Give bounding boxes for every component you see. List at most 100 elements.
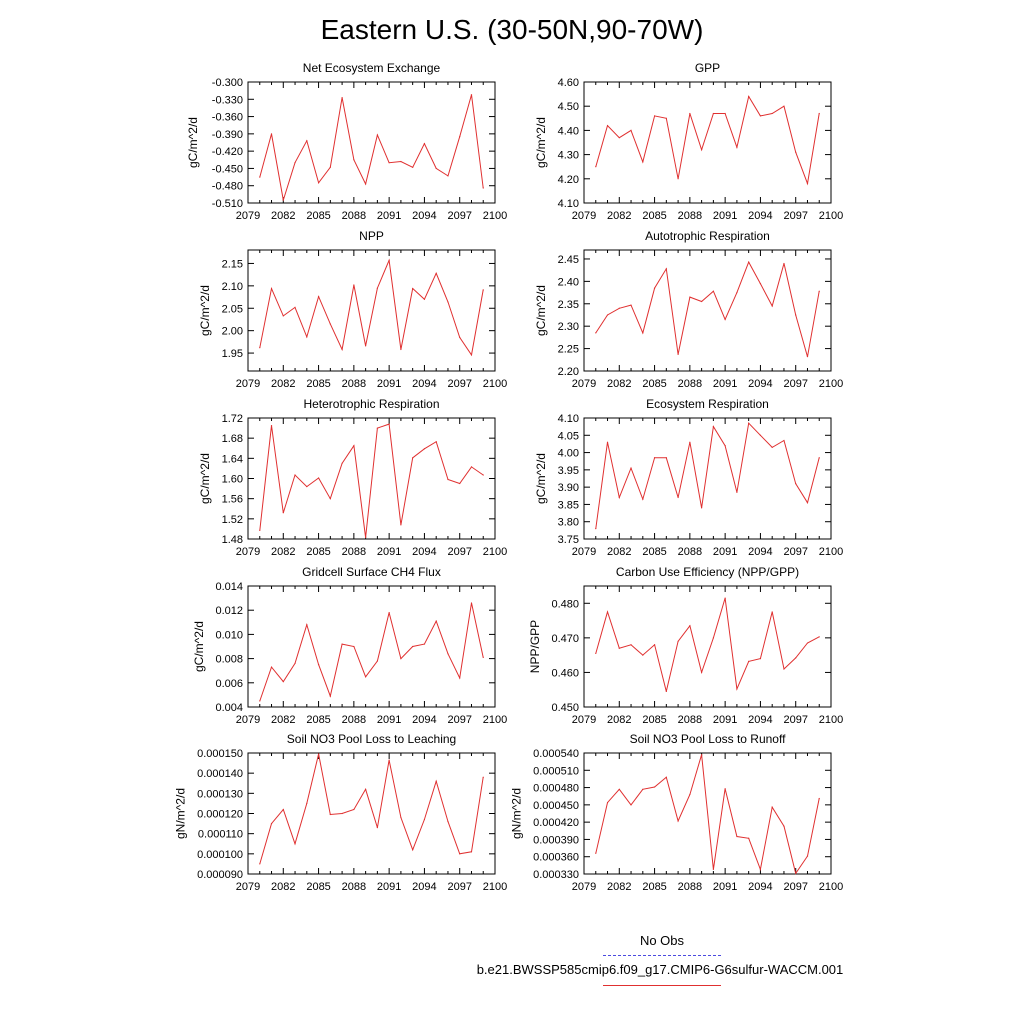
data-point [270, 822, 273, 825]
panel-title: Ecosystem Respiration [646, 397, 769, 411]
data-point [259, 863, 261, 865]
data-point [618, 137, 620, 139]
x-tick-label: 2085 [642, 546, 666, 558]
chart-panel: Autotrophic Respiration 2079 2082 2085 2088 2… [534, 229, 843, 390]
x-tick-label: 2085 [642, 210, 666, 222]
x-tick-label: 2082 [271, 210, 295, 222]
x-tick-label: 2094 [412, 378, 436, 390]
x-tick-label: 2082 [607, 714, 631, 726]
series-line [595, 260, 820, 357]
data-point [412, 457, 414, 459]
y-tick-label: 0.450 [551, 702, 579, 714]
y-tick-label: -0.510 [212, 198, 243, 210]
y-tick-label: 4.10 [558, 198, 579, 210]
data-point [259, 176, 261, 178]
x-tick-label: 2100 [483, 714, 507, 726]
y-tick-label: 2.40 [558, 276, 579, 288]
y-axis-label: gC/m^2/d [534, 285, 548, 336]
y-tick-label: 4.40 [558, 125, 579, 137]
series-line [259, 753, 484, 865]
x-tick-label: 2094 [412, 714, 436, 726]
y-tick-label: 2.25 [558, 344, 579, 356]
x-tick-label: 2100 [819, 881, 843, 893]
data-point [447, 301, 449, 303]
data-point [689, 441, 691, 443]
data-point [806, 356, 809, 358]
data-point [353, 645, 355, 648]
series-line [595, 597, 820, 692]
x-tick-label: 2079 [572, 546, 596, 558]
data-point [618, 647, 620, 649]
y-tick-label: 0.006 [215, 678, 243, 690]
data-point [412, 287, 414, 290]
data-point [606, 124, 609, 127]
chart-panel: Heterotrophic Respiration 2079 2082 2085 208… [198, 397, 507, 558]
x-tick-label: 2097 [447, 378, 471, 390]
data-point [400, 524, 402, 526]
x-tick-label: 2091 [713, 210, 737, 222]
chart-panel: Carbon Use Efficiency (NPP/GPP) 2079 2082 2… [528, 565, 843, 726]
y-tick-label: 2.00 [222, 326, 243, 338]
panel-title: Gridcell Surface CH4 Flux [302, 565, 441, 579]
y-tick-label: 4.50 [558, 101, 579, 113]
x-tick-label: 2088 [342, 881, 366, 893]
data-point [736, 291, 738, 294]
data-point [447, 653, 449, 655]
x-tick-label: 2079 [572, 714, 596, 726]
data-point [595, 652, 597, 655]
data-point [630, 304, 632, 306]
x-tick-label: 2097 [447, 546, 471, 558]
y-tick-label: 4.30 [558, 150, 579, 162]
panel-title: Carbon Use Efficiency (NPP/GPP) [616, 565, 799, 579]
x-tick-label: 2091 [377, 378, 401, 390]
data-point [317, 664, 320, 666]
y-tick-label: 4.60 [558, 77, 579, 89]
x-tick-label: 2082 [607, 210, 631, 222]
x-tick-label: 2079 [572, 378, 596, 390]
data-point [818, 636, 820, 638]
data-point [642, 498, 644, 500]
x-tick-label: 2100 [483, 378, 507, 390]
data-point [423, 818, 426, 821]
data-point [470, 466, 473, 468]
chart-panel: Soil NO3 Pool Loss to Runoff 2079 2082 2085… [509, 732, 843, 893]
panel-title: Heterotrophic Respiration [303, 397, 439, 411]
y-tick-label: 4.20 [558, 174, 579, 186]
data-point [818, 112, 820, 115]
series-line [595, 95, 820, 186]
data-point [365, 536, 367, 539]
data-point [712, 290, 714, 292]
y-axis-label: NPP/GPP [528, 620, 542, 673]
x-tick-label: 2100 [819, 210, 843, 222]
y-tick-label: 2.20 [558, 366, 579, 378]
data-point [748, 261, 750, 263]
x-tick-label: 2082 [607, 546, 631, 558]
x-tick-label: 2085 [642, 881, 666, 893]
data-point [724, 788, 726, 790]
y-tick-label: 0.000480 [533, 783, 579, 795]
x-tick-label: 2088 [342, 546, 366, 558]
x-tick-label: 2088 [678, 378, 702, 390]
data-point [306, 140, 308, 142]
data-point [435, 167, 437, 170]
x-tick-label: 2091 [377, 210, 401, 222]
data-point [595, 852, 597, 854]
y-tick-label: -0.480 [212, 181, 243, 193]
y-tick-label: 3.95 [558, 465, 579, 477]
data-point [665, 457, 667, 459]
y-tick-label: 0.000140 [197, 768, 243, 780]
data-point [736, 146, 738, 148]
data-point [459, 136, 461, 138]
y-tick-label: 0.000110 [198, 829, 243, 841]
y-tick-label: 0.004 [215, 702, 243, 714]
data-point [329, 813, 331, 816]
data-point [317, 182, 320, 184]
panel-title: Autotrophic Respiration [645, 229, 770, 243]
data-point [400, 658, 402, 660]
data-point [282, 199, 284, 201]
y-tick-label: 3.90 [558, 482, 579, 494]
x-tick-label: 2100 [483, 881, 507, 893]
data-point [724, 597, 726, 599]
chart-panel: Ecosystem Respiration 2079 2082 2085 2088 209… [534, 397, 843, 558]
